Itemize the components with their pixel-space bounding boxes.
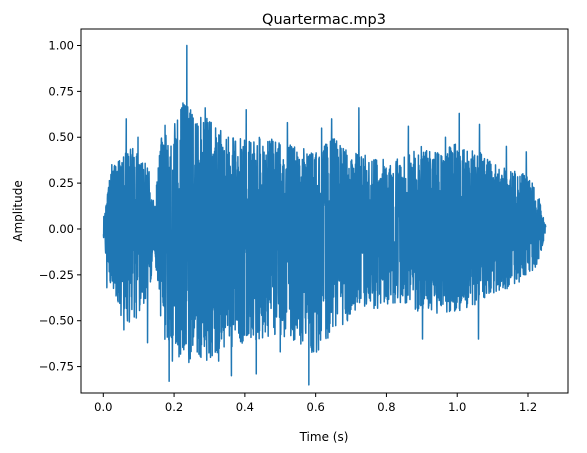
y-axis-label: Amplitude — [11, 180, 25, 242]
x-tick-label: 0.0 — [94, 400, 112, 414]
x-axis-label: Time (s) — [299, 430, 349, 444]
y-tick-label: 1.00 — [48, 39, 74, 53]
x-tick-label: 0.8 — [377, 400, 395, 414]
x-axis-ticks: 0.0 0.2 0.4 0.6 0.8 1.0 1.2 — [94, 393, 537, 414]
y-axis-ticks: −0.75 −0.50 −0.25 0.00 0.25 0.50 0.75 1.00 — [39, 39, 81, 374]
axes-frame — [80, 28, 569, 394]
y-tick-label: −0.25 — [39, 268, 74, 282]
y-tick-label: 0.75 — [48, 84, 74, 98]
plot-area — [102, 44, 547, 386]
y-tick-label: −0.75 — [39, 360, 74, 374]
y-tick-label: 0.50 — [48, 130, 74, 144]
y-tick-label: −0.50 — [39, 314, 74, 328]
x-tick-label: 0.4 — [236, 400, 254, 414]
x-tick-label: 1.0 — [448, 400, 466, 414]
x-tick-label: 1.2 — [519, 400, 537, 414]
x-tick-label: 0.2 — [165, 400, 183, 414]
y-tick-label: 0.00 — [48, 222, 74, 236]
y-tick-label: 0.25 — [48, 176, 74, 190]
waveform-line — [102, 44, 547, 386]
x-tick-label: 0.6 — [307, 400, 325, 414]
chart-title: Quartermac.mp3 — [262, 12, 386, 28]
